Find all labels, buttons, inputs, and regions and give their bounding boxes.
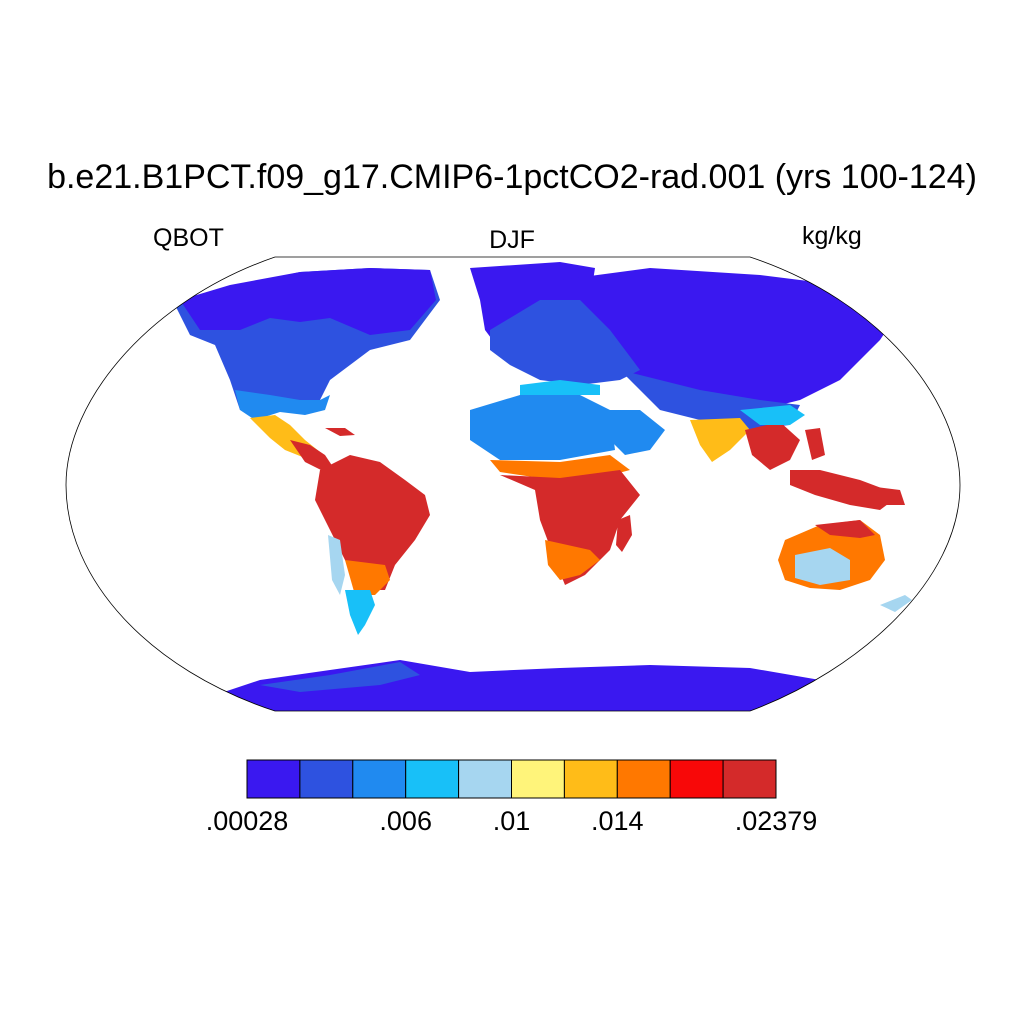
season-label: DJF	[489, 226, 535, 254]
colorbar-tick-label: .014	[591, 806, 644, 836]
madagascar-region	[616, 515, 632, 552]
colorbar-swatch-8	[616, 759, 671, 799]
land-regions	[175, 262, 912, 711]
colorbar-swatch-5	[458, 759, 513, 799]
europe-region	[490, 300, 640, 385]
map-boundary	[65, 256, 961, 712]
andes-region	[328, 535, 345, 595]
colorbar-swatch-2	[299, 759, 354, 799]
se-asia-region	[745, 422, 800, 470]
arabia-region	[600, 410, 665, 455]
mediterranean-edge	[520, 380, 600, 395]
colorbar-swatch-10	[722, 759, 777, 799]
central-africa-region	[500, 470, 640, 585]
south-america-south-region	[345, 560, 390, 595]
canada-arctic-region	[180, 268, 436, 335]
colorbar-tick-label: .00028	[205, 806, 289, 836]
colorbar-swatch-1	[246, 759, 301, 799]
colorbar-tick-label: .006	[379, 806, 432, 836]
north-africa-region	[470, 395, 615, 460]
patagonia-region	[345, 590, 375, 635]
east-asia-region	[740, 405, 805, 425]
map-title: b.e21.B1PCT.f09_g17.CMIP6-1pctCO2-rad.00…	[47, 158, 977, 196]
colorbar-swatch-3	[352, 759, 407, 799]
units-label: kg/kg	[802, 222, 862, 250]
sahel-region	[490, 455, 630, 478]
colorbar-swatch-4	[405, 759, 460, 799]
india-region	[690, 418, 750, 462]
australia-interior-region	[795, 548, 850, 585]
australia-north-region	[815, 520, 875, 538]
south-america-region	[315, 455, 430, 590]
variable-label: QBOT	[153, 224, 224, 252]
caribbean-region	[325, 428, 355, 436]
antarctica-coast-region	[260, 662, 420, 692]
colorbar-swatch-6	[511, 759, 565, 799]
colorbar	[246, 759, 777, 799]
eurasia-north-region	[560, 268, 900, 410]
colorbar-tick-label: .01	[492, 806, 531, 836]
indonesia-region	[790, 470, 900, 510]
colorbar-swatch-9	[669, 759, 724, 799]
colorbar-swatch-7	[563, 759, 618, 799]
central-america-region	[290, 440, 335, 472]
colorbar-tick-label: .02379	[734, 806, 818, 836]
us-south-region	[235, 390, 330, 420]
philippines-region	[805, 428, 825, 460]
new-zealand-region	[880, 595, 912, 612]
southern-africa-region	[545, 540, 600, 580]
new-guinea-region	[860, 485, 905, 505]
